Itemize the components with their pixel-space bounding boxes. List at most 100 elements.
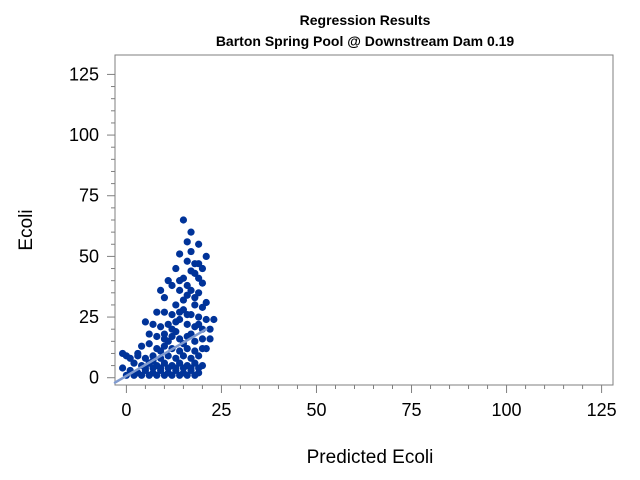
chart-subtitle: Barton Spring Pool @ Downstream Dam 0.19 <box>216 33 515 49</box>
data-point <box>168 311 176 319</box>
data-point <box>183 320 191 328</box>
data-point <box>191 337 199 345</box>
data-point <box>202 252 210 260</box>
data-point <box>195 352 203 360</box>
x-tick-label: 25 <box>211 400 231 420</box>
data-point <box>176 250 184 258</box>
data-point <box>183 257 191 265</box>
data-point <box>157 347 165 355</box>
data-point <box>119 364 127 372</box>
data-point <box>183 281 191 290</box>
y-tick-label: 125 <box>69 64 99 84</box>
data-point <box>176 308 184 316</box>
data-point <box>160 308 169 316</box>
data-point <box>202 315 210 324</box>
data-point <box>176 347 184 355</box>
data-point <box>195 240 203 248</box>
data-point <box>179 296 188 304</box>
data-point <box>191 301 199 309</box>
data-point <box>206 335 214 343</box>
data-point <box>198 279 207 287</box>
data-point <box>164 364 172 372</box>
data-point <box>134 349 142 358</box>
data-point <box>191 269 199 277</box>
data-point <box>138 342 146 350</box>
data-point <box>183 371 191 379</box>
data-point <box>160 294 169 302</box>
data-point <box>187 228 195 236</box>
data-point <box>126 354 134 362</box>
x-tick-label: 50 <box>306 400 326 420</box>
data-point <box>149 364 157 372</box>
data-point <box>145 371 153 379</box>
data-point <box>172 364 180 372</box>
data-point <box>187 286 195 294</box>
data-point <box>172 301 180 309</box>
data-point <box>176 286 184 294</box>
data-point <box>153 332 161 341</box>
data-point <box>176 335 184 343</box>
data-point <box>183 311 191 319</box>
data-point <box>191 260 199 268</box>
data-point <box>138 371 146 379</box>
data-point <box>176 359 184 367</box>
data-point <box>164 320 172 328</box>
data-point <box>210 315 218 324</box>
data-point <box>191 371 199 379</box>
data-point <box>202 345 210 353</box>
x-tick-label: 75 <box>402 400 422 420</box>
data-point <box>160 335 169 343</box>
data-point <box>195 320 203 328</box>
data-point <box>195 274 203 282</box>
y-axis-ticks: 0 25 50 75 100 125 <box>69 64 115 388</box>
data-point <box>164 277 172 285</box>
data-point <box>195 313 203 321</box>
data-point <box>141 354 150 362</box>
data-point <box>202 298 210 307</box>
data-point <box>145 340 153 348</box>
data-point <box>183 238 191 246</box>
data-point <box>191 294 199 302</box>
data-point <box>176 371 184 379</box>
data-point <box>191 359 199 367</box>
data-point <box>160 359 169 367</box>
data-point <box>195 289 203 297</box>
data-point <box>160 371 169 379</box>
data-point <box>172 264 180 273</box>
data-point <box>153 308 161 316</box>
data-point <box>141 318 150 326</box>
x-axis-ticks: 0 25 50 75 100 125 <box>121 385 617 420</box>
regression-fit-line <box>113 327 208 384</box>
data-point <box>198 335 207 343</box>
data-point <box>206 325 214 333</box>
x-tick-label: 0 <box>121 400 131 420</box>
data-point <box>168 325 176 333</box>
data-point <box>179 216 188 224</box>
data-point <box>149 320 157 328</box>
data-point <box>179 352 188 360</box>
data-point <box>130 359 138 367</box>
data-point <box>195 364 203 372</box>
y-tick-label: 50 <box>79 246 99 266</box>
data-point <box>168 371 176 379</box>
y-axis-label: Ecoli <box>16 209 37 250</box>
data-point <box>183 345 191 353</box>
data-point <box>176 315 184 324</box>
data-point <box>179 364 188 372</box>
data-point <box>176 277 184 285</box>
data-point <box>164 352 172 360</box>
data-point <box>168 332 176 341</box>
data-point <box>183 291 191 299</box>
data-point <box>172 354 180 362</box>
data-point <box>198 303 207 311</box>
y-tick-label: 100 <box>69 125 99 145</box>
y-tick-label: 0 <box>89 368 99 388</box>
data-point <box>168 281 176 290</box>
data-point <box>191 347 199 355</box>
data-point <box>187 247 195 256</box>
fit-line-group <box>113 327 208 384</box>
data-point <box>198 264 207 273</box>
y-tick-label: 25 <box>79 307 99 327</box>
x-tick-label: 125 <box>587 400 617 420</box>
